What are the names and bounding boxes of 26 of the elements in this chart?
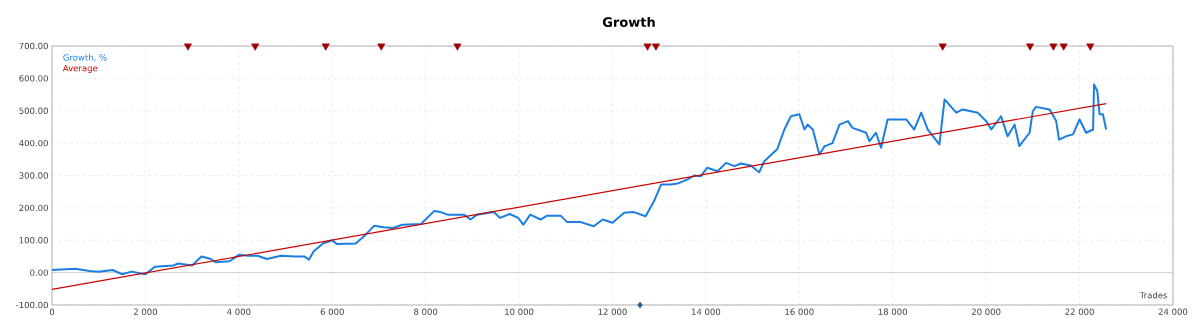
- y-tick-label: 400.00: [19, 139, 48, 147]
- chart-title: Growth: [602, 16, 655, 28]
- x-tick-label: 10 000: [505, 308, 534, 315]
- x-tick-label: 6 000: [320, 308, 344, 315]
- x-tick-label: 22 000: [1065, 308, 1094, 315]
- text: Growth, %: [63, 54, 107, 62]
- x-tick-label: 18 000: [878, 308, 908, 315]
- y-tick-label: 600.00: [19, 75, 48, 82]
- x-tick-label: 4 000: [227, 308, 251, 315]
- y-tick-label: 500.00: [19, 107, 48, 114]
- x-axis-title: Trades: [1139, 291, 1168, 299]
- x-tick-label: 0: [49, 308, 55, 315]
- text: Average: [62, 65, 98, 74]
- x-tick-label: 2 000: [133, 308, 158, 315]
- x-tick-label: 24 000: [1158, 308, 1188, 315]
- x-tick-label: 14 000: [691, 308, 721, 315]
- y-tick-label: 100.00: [19, 237, 48, 244]
- y-tick-label: -100.00: [16, 301, 48, 309]
- y-tick-label: 0.00: [30, 269, 48, 276]
- x-tick-label: 20 000: [971, 308, 1001, 315]
- x-tick-label: 12 000: [598, 308, 627, 315]
- y-tick-label: 200.00: [19, 204, 48, 212]
- y-tick-label: 700.00: [19, 42, 48, 50]
- y-tick-label: 300.00: [19, 172, 48, 179]
- x-tick-label: 8 000: [414, 308, 438, 315]
- x-tick-label: 16 000: [785, 308, 814, 315]
